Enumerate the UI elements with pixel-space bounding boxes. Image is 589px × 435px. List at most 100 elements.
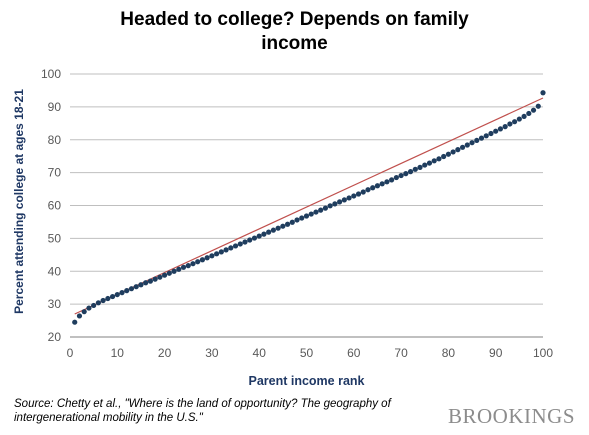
y-axis-label: Percent attending college at ages 18-21 (12, 89, 26, 314)
data-point (502, 124, 508, 130)
x-tick-label: 90 (489, 346, 503, 360)
data-point (417, 164, 423, 170)
source-note: Source: Chetty et al., "Where is the lan… (14, 398, 391, 424)
data-point (166, 270, 172, 276)
data-point (247, 237, 253, 243)
data-point (190, 261, 196, 267)
data-point (242, 239, 248, 245)
data-point (133, 284, 139, 290)
y-tick-label: 100 (41, 67, 61, 81)
y-tick-label: 20 (48, 330, 62, 344)
data-point (526, 110, 532, 117)
data-point (308, 211, 314, 217)
data-point (124, 288, 130, 294)
data-point (152, 276, 158, 282)
data-point (521, 113, 527, 120)
data-point (445, 151, 451, 157)
y-tick-label: 30 (48, 297, 62, 311)
data-point (370, 185, 376, 191)
data-point (332, 201, 338, 207)
data-point (313, 209, 319, 215)
data-point (223, 247, 229, 253)
data-point (95, 300, 101, 306)
data-point (256, 233, 262, 239)
data-point (270, 227, 276, 233)
data-point (86, 305, 92, 311)
y-tick-label: 90 (48, 100, 62, 114)
y-tick-label: 70 (48, 166, 62, 180)
data-point (100, 297, 106, 304)
data-point (407, 169, 414, 175)
data-point (91, 302, 97, 309)
chart-title: Headed to college? Depends on family inc… (0, 8, 589, 56)
x-tick-label: 50 (300, 346, 314, 360)
data-point (303, 213, 310, 219)
data-point (289, 219, 295, 225)
data-point (280, 223, 286, 229)
y-tick-label: 50 (48, 231, 62, 245)
y-tick-label: 80 (48, 133, 62, 147)
data-point (497, 126, 504, 132)
data-point (450, 149, 456, 155)
data-point (209, 253, 215, 259)
brookings-logo: BROOKINGS (447, 404, 575, 428)
data-point (507, 121, 513, 127)
x-tick-label: 80 (442, 346, 456, 360)
data-point (530, 107, 537, 113)
data-point (228, 245, 234, 251)
data-point (512, 119, 518, 125)
x-tick-label: 70 (394, 346, 408, 360)
fit-line-group (74, 97, 544, 315)
data-point (185, 263, 191, 269)
data-point (157, 274, 163, 280)
data-point (109, 293, 116, 300)
data-point (299, 215, 305, 221)
data-point (81, 309, 87, 315)
data-point (384, 179, 390, 185)
data-point (138, 282, 144, 288)
data-point (114, 291, 120, 298)
data-point (483, 133, 489, 139)
data-point (355, 191, 362, 197)
data-point (412, 166, 418, 172)
data-point (351, 193, 357, 199)
data-point (128, 286, 135, 292)
chart-title-line-2: income (261, 33, 328, 54)
data-point (214, 251, 220, 257)
data-point (389, 177, 395, 183)
data-point (266, 229, 272, 235)
data-point (379, 181, 385, 187)
x-tick-label: 60 (347, 346, 361, 360)
data-point (105, 295, 111, 302)
data-point (322, 205, 329, 211)
gridlines (70, 73, 543, 305)
data-point (180, 264, 187, 270)
data-point (422, 162, 428, 168)
data-point (436, 156, 442, 162)
data-point (171, 268, 177, 274)
data-point (327, 203, 333, 209)
data-point (162, 272, 168, 278)
data-point (341, 197, 347, 203)
x-tick-label: 30 (205, 346, 219, 360)
data-point (119, 290, 125, 296)
data-point (393, 174, 399, 181)
x-tick-label: 20 (158, 346, 172, 360)
fit-line (74, 97, 544, 315)
data-point (493, 128, 499, 134)
data-point (540, 90, 546, 96)
data-point (441, 153, 447, 160)
data-point (535, 103, 541, 109)
data-point (464, 142, 470, 148)
data-point (284, 221, 291, 227)
data-point (365, 187, 371, 193)
x-tick-label: 10 (111, 346, 125, 360)
data-point (204, 255, 210, 261)
data-point (374, 183, 381, 189)
chart-title-line-1: Headed to college? Depends on family (120, 9, 469, 30)
data-point (516, 116, 522, 122)
data-point (72, 319, 78, 325)
x-tick-labels: 0 10 20 30 40 50 60 70 80 90 100 (67, 346, 554, 360)
data-point (261, 231, 267, 237)
